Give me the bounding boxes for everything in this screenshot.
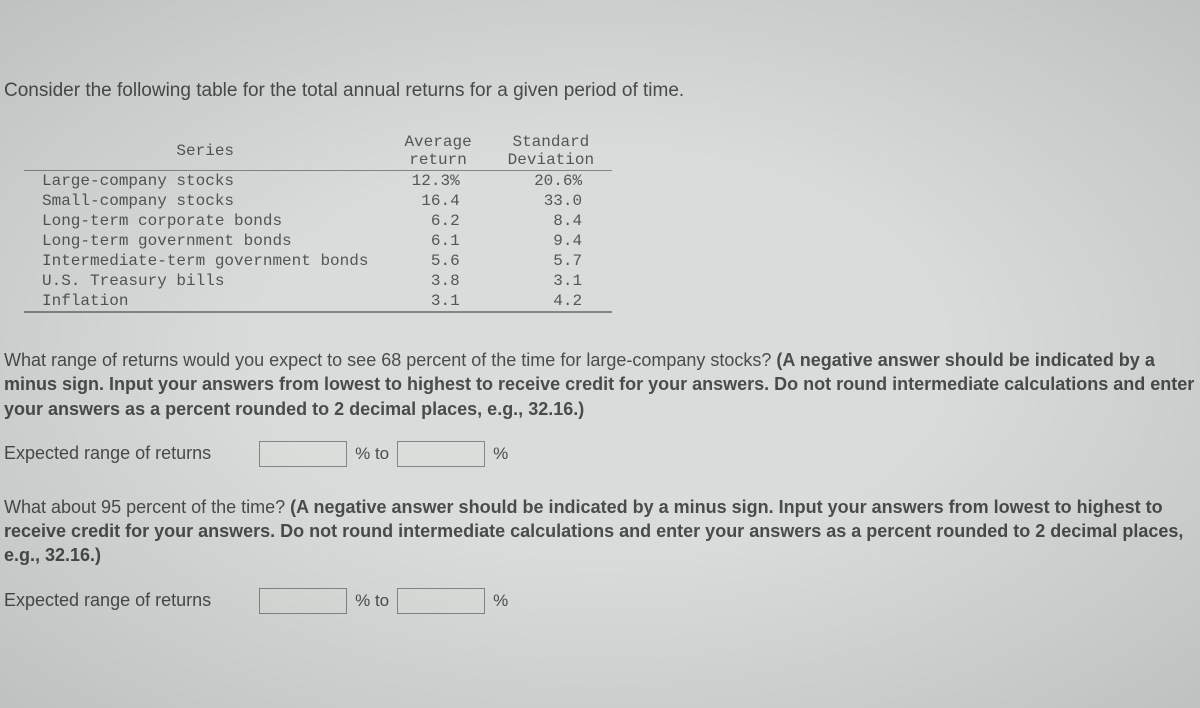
q2-prompt: What about 95 percent of the time? (A ne… <box>4 495 1196 568</box>
q1-lead: What range of returns would you expect t… <box>4 350 776 370</box>
col-avg: Averagereturn <box>386 132 489 171</box>
question-page: Consider the following table for the tot… <box>0 0 1200 662</box>
q2-label: Expected range of returns <box>4 590 211 611</box>
col-series: Series <box>24 132 386 171</box>
q2-high-input[interactable] <box>397 588 485 614</box>
q1-to: % to <box>355 444 389 464</box>
q1-answer-row: Expected range of returns % to % <box>4 441 1196 467</box>
q1-low-input[interactable] <box>259 441 347 467</box>
returns-table: Series Averagereturn StandardDeviation L… <box>24 132 612 313</box>
table-row: Intermediate-term government bonds5.65.7 <box>24 251 612 271</box>
table-row: Inflation3.14.2 <box>24 291 612 312</box>
table-row: Long-term government bonds6.19.4 <box>24 231 612 251</box>
q2-low-input[interactable] <box>259 588 347 614</box>
table-body: Large-company stocks12.3%20.6% Small-com… <box>24 171 612 313</box>
q1-label: Expected range of returns <box>4 443 211 464</box>
table-row: Large-company stocks12.3%20.6% <box>24 171 612 192</box>
q1-high-input[interactable] <box>397 441 485 467</box>
q2-lead: What about 95 percent of the time? <box>4 497 290 517</box>
q2-to: % to <box>355 591 389 611</box>
intro-text: Consider the following table for the tot… <box>4 80 1196 102</box>
q1-prompt: What range of returns would you expect t… <box>4 348 1196 421</box>
table-row: Long-term corporate bonds6.28.4 <box>24 211 612 231</box>
table-row: Small-company stocks16.433.0 <box>24 191 612 211</box>
q2-pct: % <box>493 591 508 611</box>
col-std: StandardDeviation <box>490 132 612 171</box>
q2-answer-row: Expected range of returns % to % <box>4 588 1196 614</box>
q1-pct: % <box>493 444 508 464</box>
table-row: U.S. Treasury bills3.83.1 <box>24 271 612 291</box>
